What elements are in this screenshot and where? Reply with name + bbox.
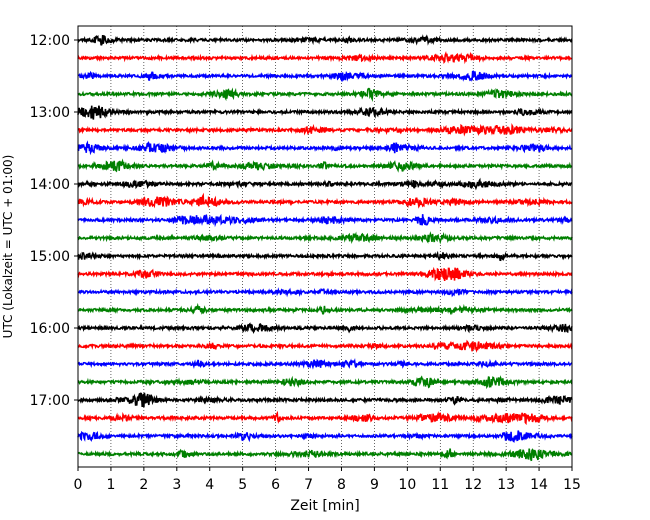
- trace-1445: [77, 231, 573, 245]
- x-tick-label-10: 10: [398, 477, 416, 493]
- x-tick-label-4: 4: [205, 477, 214, 493]
- x-tick-label-2: 2: [139, 477, 148, 493]
- x-tick-label-14: 14: [530, 477, 548, 493]
- trace-1700: [77, 392, 573, 408]
- y-axis-ticks: 12:00 13:00 14:00 15:00 16:00 17:00: [30, 33, 78, 409]
- x-tick-label-13: 13: [497, 477, 515, 493]
- x-tick-label-3: 3: [172, 477, 181, 493]
- trace-group: [77, 34, 573, 462]
- x-tick-label-11: 11: [431, 477, 449, 493]
- y-axis-title: UTC (Lokalzeit = UTC + 01:00): [1, 155, 15, 339]
- trace-1345: [77, 158, 573, 173]
- trace-1215: [77, 51, 573, 65]
- y-tick-label-1500: 15:00: [30, 249, 70, 265]
- trace-1545: [77, 302, 573, 316]
- trace-1730: [77, 430, 573, 443]
- trace-1745: [77, 448, 573, 462]
- trace-1415: [77, 192, 573, 209]
- trace-1400: [77, 177, 573, 191]
- x-tick-label-1: 1: [106, 477, 115, 493]
- trace-1245: [77, 87, 573, 102]
- trace-1430: [77, 213, 573, 228]
- y-tick-label-1600: 16:00: [30, 321, 70, 337]
- trace-1315: [77, 123, 573, 137]
- y-tick-label-1300: 13:00: [30, 105, 70, 121]
- trace-1515: [77, 266, 573, 282]
- x-tick-label-7: 7: [304, 477, 313, 493]
- x-tick-label-15: 15: [563, 477, 581, 493]
- trace-1645: [77, 375, 573, 390]
- trace-1715: [77, 410, 573, 426]
- trace-1500: [77, 250, 573, 262]
- trace-1530: [77, 287, 573, 298]
- x-tick-label-8: 8: [337, 477, 346, 493]
- y-tick-label-1400: 14:00: [30, 177, 70, 193]
- trace-1230: [77, 70, 573, 83]
- x-tick-label-9: 9: [370, 477, 379, 493]
- x-tick-label-0: 0: [74, 477, 83, 493]
- x-tick-label-6: 6: [271, 477, 280, 493]
- plot-frame: [77, 25, 573, 468]
- y-tick-label-1700: 17:00: [30, 393, 70, 409]
- x-tick-label-12: 12: [464, 477, 482, 493]
- x-axis-ticks: 0 1 2 3 4 5 6 7 8 9 10 11 12 13 14 15: [74, 467, 581, 493]
- x-axis-title: Zeit [min]: [290, 498, 359, 514]
- trace-1200: [77, 34, 573, 46]
- trace-1600: [77, 322, 573, 335]
- x-tick-label-5: 5: [238, 477, 247, 493]
- trace-1300: [77, 105, 573, 120]
- trace-1630: [77, 358, 573, 370]
- trace-1330: [77, 140, 573, 156]
- y-tick-label-1200: 12:00: [30, 33, 70, 49]
- trace-1615: [77, 339, 573, 353]
